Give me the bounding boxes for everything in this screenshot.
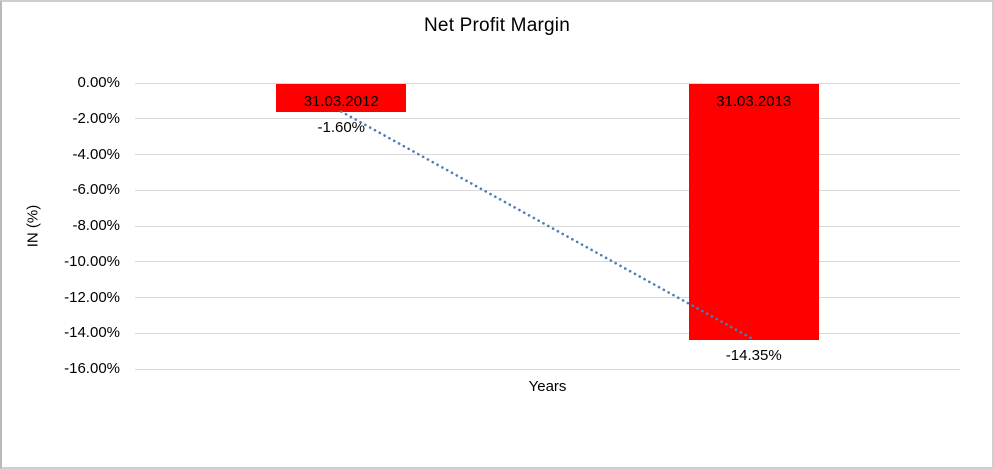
bar-value-label: -1.60% — [317, 118, 366, 136]
y-tick-label: 0.00% — [77, 74, 120, 91]
y-tick-label: -6.00% — [72, 181, 120, 199]
bar — [688, 83, 819, 340]
y-tick-label: -16.00% — [64, 360, 120, 377]
y-tick-label: -4.00% — [72, 145, 120, 163]
gridline — [135, 189, 960, 191]
y-tick-label: -14.00% — [64, 324, 120, 342]
bar-category-label: 31.03.2013 — [716, 93, 792, 110]
gridline — [135, 154, 960, 155]
y-tick-label: -2.00% — [72, 109, 120, 127]
x-axis-title: Years — [528, 378, 567, 395]
gridline — [135, 368, 960, 370]
gridline — [135, 332, 960, 334]
gridline — [135, 261, 960, 263]
gridline — [135, 225, 960, 227]
bar — [276, 83, 407, 112]
bar-value-label: -14.35% — [725, 346, 782, 364]
y-tick-label: -8.00% — [72, 217, 120, 234]
gridline — [135, 297, 960, 298]
y-tick-label: -12.00% — [64, 288, 120, 306]
gridline — [135, 82, 960, 84]
bar-category-label: 31.03.2012 — [303, 93, 379, 110]
y-axis-title-text: IN (%) — [24, 204, 42, 248]
chart-title: Net Profit Margin — [424, 15, 570, 36]
y-tick-label: -10.00% — [64, 252, 120, 270]
